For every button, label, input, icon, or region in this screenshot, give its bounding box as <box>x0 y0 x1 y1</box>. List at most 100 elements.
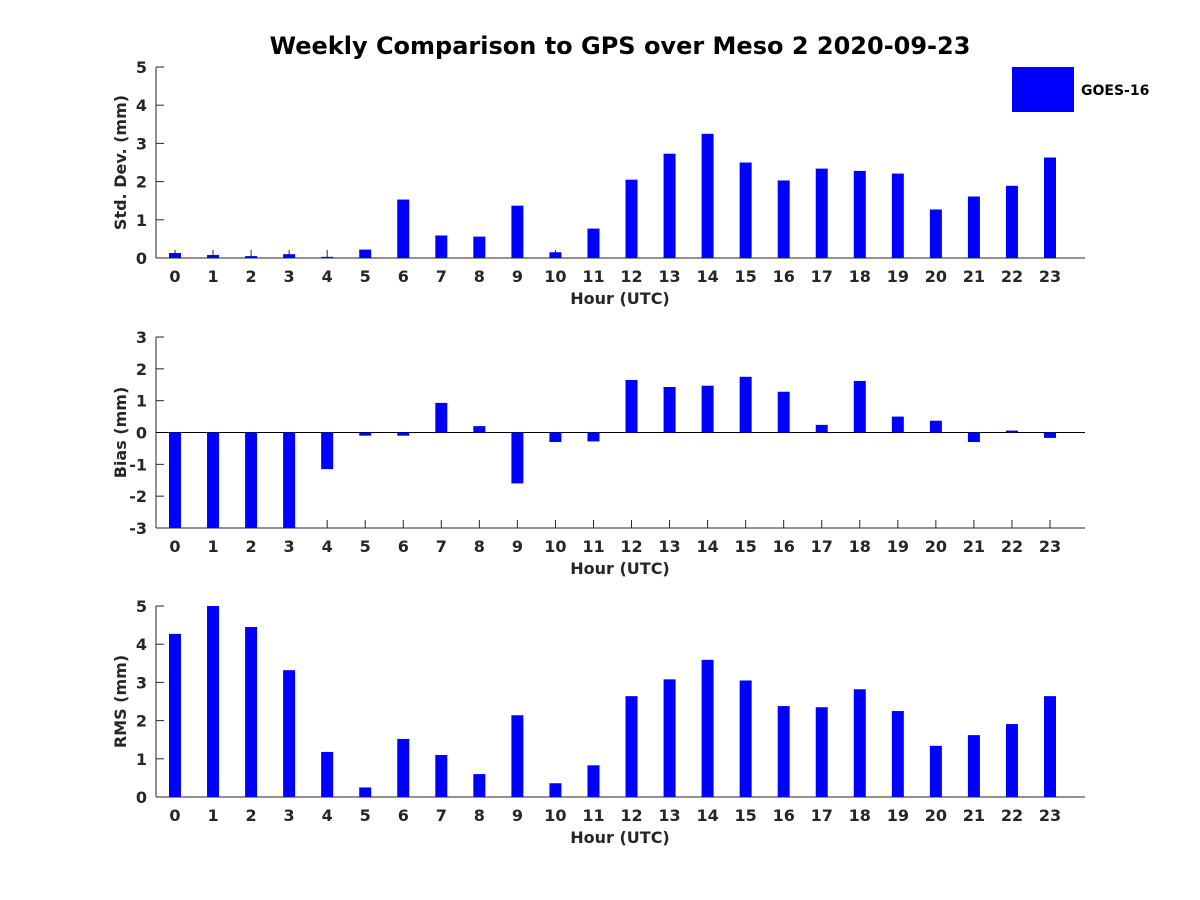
x-tick-label: 22 <box>1001 537 1023 556</box>
x-tick-label: 11 <box>582 806 604 825</box>
bar-hour-21 <box>967 735 980 797</box>
x-tick-label: 7 <box>436 806 447 825</box>
x-tick-label: 1 <box>207 806 218 825</box>
bar-hour-8 <box>473 774 486 797</box>
x-tick-label: 12 <box>620 537 642 556</box>
bar-hour-14 <box>701 133 714 258</box>
x-tick-label: 6 <box>398 806 409 825</box>
bar-hour-21 <box>967 432 980 443</box>
bar-hour-21 <box>967 196 980 258</box>
chart-title: Weekly Comparison to GPS over Meso 2 202… <box>270 32 971 60</box>
bar-hour-8 <box>473 426 486 433</box>
x-tick-label: 1 <box>207 537 218 556</box>
x-tick-label: 20 <box>925 267 947 286</box>
bar-hour-3 <box>283 254 296 258</box>
bar-hour-15 <box>739 680 752 797</box>
bar-hour-6 <box>397 738 410 797</box>
x-tick-label: 8 <box>474 267 485 286</box>
bar-hour-23 <box>1044 432 1057 438</box>
bar-hour-20 <box>929 420 942 433</box>
bar-hour-5 <box>359 787 372 797</box>
bar-hour-17 <box>815 707 828 797</box>
bar-hour-10 <box>549 432 562 443</box>
x-tick-label: 10 <box>544 806 566 825</box>
bar-hour-10 <box>549 252 562 258</box>
x-tick-label: 4 <box>322 267 333 286</box>
bar-hour-14 <box>701 659 714 797</box>
bar-hour-19 <box>891 416 904 433</box>
bar-hour-3 <box>283 432 296 528</box>
x-tick-label: 19 <box>887 537 909 556</box>
y-axis-label: RMS (mm) <box>111 655 130 748</box>
bar-hour-13 <box>663 386 676 433</box>
x-tick-label: 0 <box>169 806 180 825</box>
bar-hour-15 <box>739 162 752 258</box>
y-tick-label: 1 <box>136 750 147 769</box>
x-tick-label: 21 <box>963 267 985 286</box>
x-tick-label: 21 <box>963 806 985 825</box>
x-tick-label: 14 <box>696 806 718 825</box>
x-tick-label: 12 <box>620 806 642 825</box>
x-axis-label: Hour (UTC) <box>570 828 670 847</box>
legend-label: GOES-16 <box>1081 83 1149 99</box>
bar-hour-3 <box>283 670 296 797</box>
x-tick-label: 7 <box>436 537 447 556</box>
x-tick-label: 18 <box>849 267 871 286</box>
bar-hour-22 <box>1005 185 1018 258</box>
x-tick-label: 16 <box>773 267 795 286</box>
bar-hour-18 <box>853 170 866 258</box>
bar-hour-18 <box>853 689 866 797</box>
x-tick-label: 4 <box>322 806 333 825</box>
x-tick-label: 12 <box>620 267 642 286</box>
y-tick-label: -2 <box>129 487 147 506</box>
x-tick-label: 8 <box>474 537 485 556</box>
x-tick-label: 2 <box>246 537 257 556</box>
y-tick-label: 4 <box>136 96 147 115</box>
bar-hour-6 <box>397 199 410 258</box>
bar-hour-11 <box>587 765 600 797</box>
x-tick-label: 6 <box>398 537 409 556</box>
bar-hour-2 <box>245 627 258 797</box>
x-tick-label: 14 <box>696 267 718 286</box>
y-tick-label: 1 <box>136 211 147 230</box>
x-axis-label: Hour (UTC) <box>570 559 670 578</box>
x-tick-label: 22 <box>1001 267 1023 286</box>
x-tick-label: 11 <box>582 267 604 286</box>
x-tick-label: 21 <box>963 537 985 556</box>
x-tick-label: 9 <box>512 537 523 556</box>
x-tick-label: 7 <box>436 267 447 286</box>
bar-hour-16 <box>777 706 790 797</box>
x-tick-label: 15 <box>735 537 757 556</box>
bar-hour-22 <box>1005 430 1018 433</box>
bar-hour-16 <box>777 391 790 433</box>
bar-hour-14 <box>701 385 714 433</box>
x-tick-label: 4 <box>322 537 333 556</box>
x-tick-label: 5 <box>360 267 371 286</box>
x-tick-label: 3 <box>284 537 295 556</box>
x-tick-label: 2 <box>246 806 257 825</box>
bar-hour-17 <box>815 424 828 433</box>
x-tick-label: 5 <box>360 537 371 556</box>
bar-hour-19 <box>891 711 904 797</box>
x-tick-label: 11 <box>582 537 604 556</box>
x-tick-label: 15 <box>735 806 757 825</box>
bar-hour-12 <box>625 696 638 797</box>
y-tick-label: 5 <box>136 597 147 616</box>
x-tick-label: 0 <box>169 537 180 556</box>
bar-hour-0 <box>169 253 181 258</box>
bar-hour-5 <box>359 432 372 436</box>
bar-hour-20 <box>929 745 942 797</box>
x-tick-label: 6 <box>398 267 409 286</box>
bar-hour-1 <box>207 254 220 258</box>
bar-hour-17 <box>815 168 828 258</box>
legend: GOES-16 <box>1012 67 1149 112</box>
bar-hour-18 <box>853 380 866 433</box>
bar-hour-8 <box>473 236 486 258</box>
y-tick-label: 2 <box>136 173 147 192</box>
bar-hour-13 <box>663 679 676 797</box>
bar-hour-7 <box>435 754 448 797</box>
x-tick-label: 3 <box>284 267 295 286</box>
bar-hour-11 <box>587 432 600 442</box>
